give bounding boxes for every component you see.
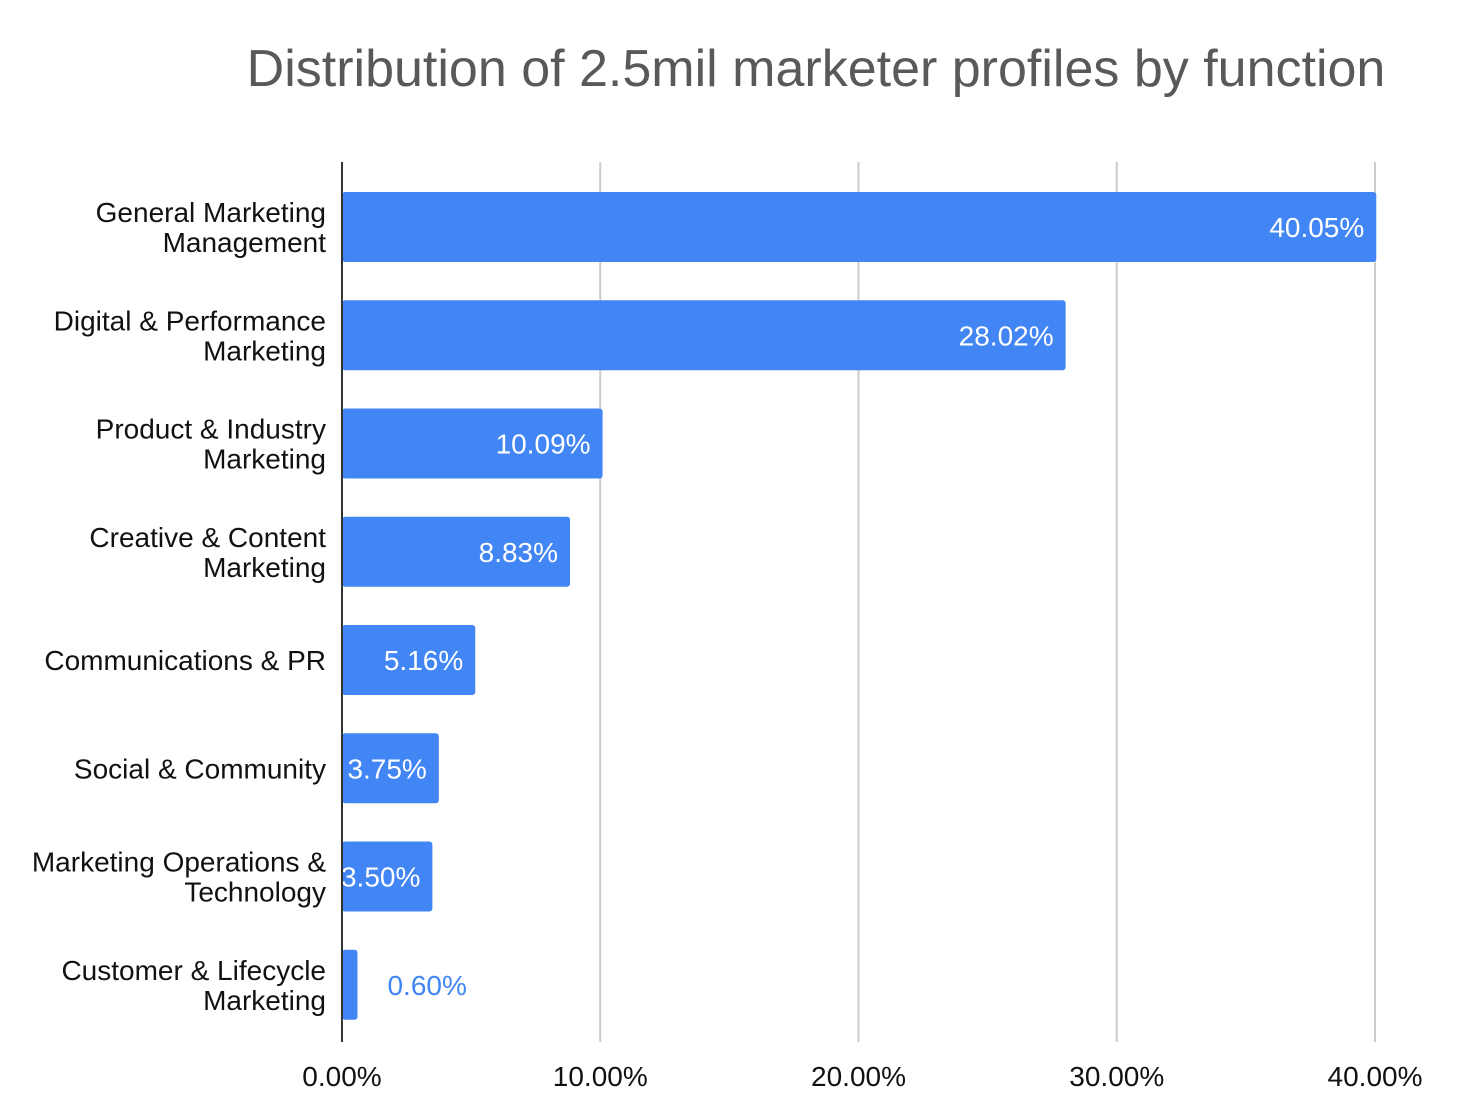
gridlines xyxy=(599,162,1376,1042)
bar xyxy=(342,625,476,695)
category-label: Marketing Operations & Technology xyxy=(32,847,326,908)
data-label: 0.60% xyxy=(387,970,466,1001)
x-tick-label: 20.00% xyxy=(811,1061,906,1092)
bar xyxy=(342,300,1066,371)
x-tick-label: 40.00% xyxy=(1328,1061,1423,1092)
data-label: 5.16% xyxy=(384,645,463,676)
data-label: 8.83% xyxy=(479,537,558,568)
chart-title: Distribution of 2.5mil marketer profiles… xyxy=(247,40,1386,98)
category-label: Social & Community xyxy=(74,753,326,784)
bar xyxy=(342,949,358,1020)
category-label: Customer & Lifecycle Marketing xyxy=(61,955,326,1016)
x-tick-label: 30.00% xyxy=(1069,1061,1164,1092)
bar xyxy=(342,192,1377,262)
x-tick-label: 10.00% xyxy=(553,1061,648,1092)
data-label: 3.75% xyxy=(347,753,426,784)
category-label: Communications & PR xyxy=(44,645,326,676)
category-label: General Marketing Management xyxy=(96,197,327,258)
bar xyxy=(342,516,571,587)
data-label: 10.09% xyxy=(496,429,591,460)
data-label: 3.50% xyxy=(341,862,420,893)
data-label: 40.05% xyxy=(1269,212,1364,243)
bar xyxy=(342,408,603,479)
x-tick-label: 0.00% xyxy=(302,1061,381,1092)
bar xyxy=(342,841,433,912)
category-label: Creative & Content Marketing xyxy=(89,522,326,583)
axis: 0.00% 10.00% 20.00% 30.00% 40.00% General Mar… xyxy=(32,162,1423,1092)
category-label: Digital & Performance Marketing xyxy=(54,305,326,366)
data-label: 28.02% xyxy=(959,320,1054,351)
category-label: Product & Industry Marketing xyxy=(96,414,326,475)
bar xyxy=(342,733,439,804)
bars: 40.05% 28.02% 10.09% 8.83% 5.16% 3.75% 3.50% 0.… xyxy=(341,192,1377,1020)
